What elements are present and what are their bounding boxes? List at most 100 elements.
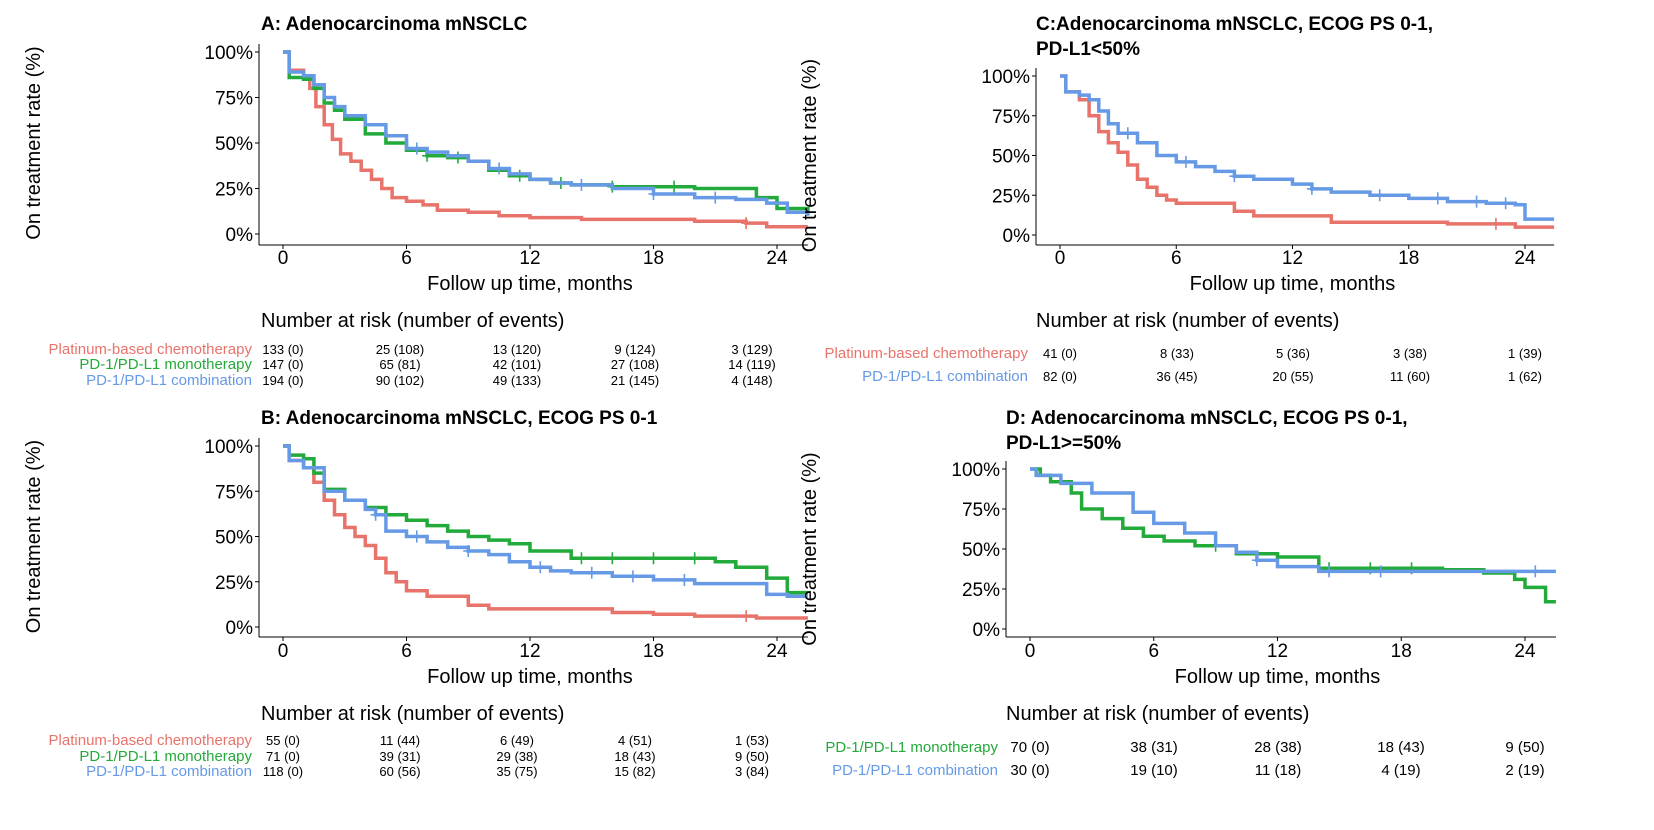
risk-cell: 18 (43) xyxy=(1377,739,1425,756)
x-tick-label: 18 xyxy=(643,248,664,269)
risk-cell: 25 (108) xyxy=(376,342,424,357)
risk-cell: 20 (55) xyxy=(1272,369,1313,384)
censor-mark-chemo xyxy=(741,610,752,623)
x-tick-label: 18 xyxy=(1398,248,1419,269)
risk-cell: 5 (36) xyxy=(1276,346,1310,361)
censor-mark-mono xyxy=(648,552,659,565)
risk-cell: 42 (101) xyxy=(493,357,541,372)
panel-c: C:Adenocarcinoma mNSCLC, ECOG PS 0-1, PD-… xyxy=(799,14,1555,385)
risk-cell: 194 (0) xyxy=(262,373,303,388)
censor-mark-combo xyxy=(411,530,422,543)
risk-row-label: PD-1/PD-L1 monotherapy xyxy=(79,356,252,373)
km-curve-mono xyxy=(1030,467,1556,604)
censor-mark-combo xyxy=(1306,182,1317,195)
risk-cell: 30 (0) xyxy=(1010,762,1049,779)
censor-mark-combo xyxy=(535,561,546,574)
km-curve-combo xyxy=(283,444,808,598)
risk-cell: 27 (108) xyxy=(611,357,659,372)
censor-mark-chemo xyxy=(741,217,752,230)
censor-mark-combo xyxy=(1229,170,1240,183)
km-curve-chemo xyxy=(283,444,808,620)
y-tick-label: 100% xyxy=(951,460,1000,481)
risk-cell: 4 (51) xyxy=(618,733,652,748)
censor-mark-combo xyxy=(370,508,381,521)
risk-row-label: Platinum-based chemotherapy xyxy=(49,732,253,749)
censor-mark-mono xyxy=(514,169,525,182)
y-tick-label: 100% xyxy=(981,67,1030,88)
censor-mark-combo xyxy=(1500,197,1511,210)
km-curve-combo xyxy=(283,50,810,216)
km-curve-mono xyxy=(283,50,810,213)
y-axis-label: On treatment rate (%) xyxy=(799,452,821,645)
risk-cell: 11 (18) xyxy=(1255,762,1301,779)
x-tick-label: 0 xyxy=(1025,641,1036,662)
censor-mark-chemo xyxy=(1490,217,1501,230)
risk-cell: 60 (56) xyxy=(379,764,420,779)
censor-mark-combo xyxy=(648,187,659,200)
y-tick-label: 75% xyxy=(962,500,1000,521)
censor-mark-combo xyxy=(1122,127,1133,140)
risk-cell: 118 (0) xyxy=(263,764,303,779)
risk-cell: 4 (148) xyxy=(731,373,772,388)
risk-cell: 18 (43) xyxy=(614,749,655,764)
censor-mark-combo xyxy=(411,142,422,155)
risk-cell: 49 (133) xyxy=(493,373,541,388)
km-curve-chemo xyxy=(1060,74,1555,229)
x-tick-label: 18 xyxy=(1391,641,1412,662)
km-curve-chemo xyxy=(283,50,808,229)
y-tick-label: 50% xyxy=(962,540,1000,561)
y-axis-label: On treatment rate (%) xyxy=(799,59,821,252)
risk-cell: 41 (0) xyxy=(1043,346,1077,361)
risk-row-label: PD-1/PD-L1 monotherapy xyxy=(825,739,998,756)
panel-title: PD-L1>=50% xyxy=(1006,433,1121,454)
risk-cell: 1 (62) xyxy=(1508,369,1542,384)
x-tick-label: 6 xyxy=(401,248,412,269)
risk-table-title: Number at risk (number of events) xyxy=(1006,703,1309,725)
censor-mark-mono xyxy=(452,151,463,164)
risk-cell: 35 (75) xyxy=(496,764,537,779)
censor-mark-combo xyxy=(1251,554,1262,567)
risk-cell: 15 (82) xyxy=(614,764,655,779)
censor-mark-combo xyxy=(1375,565,1386,578)
risk-cell: 90 (102) xyxy=(376,373,424,388)
km-curve-combo xyxy=(1030,467,1556,574)
y-tick-label: 75% xyxy=(992,107,1030,128)
censor-mark-combo xyxy=(1471,195,1482,208)
x-tick-label: 12 xyxy=(1282,248,1303,269)
y-tick-label: 50% xyxy=(215,134,253,155)
km-curve-combo xyxy=(1060,74,1555,221)
risk-cell: 65 (81) xyxy=(379,357,420,372)
risk-cell: 2 (19) xyxy=(1505,762,1544,779)
risk-cell: 9 (50) xyxy=(735,749,769,764)
risk-row-label: Platinum-based chemotherapy xyxy=(825,345,1029,362)
censor-mark-combo xyxy=(1530,565,1541,578)
x-axis-label: Follow up time, months xyxy=(1175,666,1381,688)
risk-row-label: PD-1/PD-L1 combination xyxy=(862,368,1028,385)
x-tick-label: 6 xyxy=(401,641,412,662)
y-tick-label: 0% xyxy=(973,620,1001,641)
censor-mark-mono xyxy=(689,552,700,565)
risk-row-label: PD-1/PD-L1 combination xyxy=(86,763,252,780)
panel-title: B: Adenocarcinoma mNSCLC, ECOG PS 0-1 xyxy=(261,408,658,429)
risk-cell: 11 (44) xyxy=(380,733,420,748)
censor-mark-combo xyxy=(1180,155,1191,168)
x-tick-label: 0 xyxy=(278,641,289,662)
risk-cell: 36 (45) xyxy=(1156,369,1197,384)
panel-title: A: Adenocarcinoma mNSCLC xyxy=(261,14,528,35)
risk-cell: 3 (84) xyxy=(735,764,769,779)
panel-title: C:Adenocarcinoma mNSCLC, ECOG PS 0-1, xyxy=(1036,14,1433,35)
panel-title: PD-L1<50% xyxy=(1036,39,1140,60)
x-tick-label: 6 xyxy=(1148,641,1159,662)
risk-cell: 29 (38) xyxy=(496,749,537,764)
risk-cell: 19 (10) xyxy=(1130,762,1178,779)
y-tick-label: 25% xyxy=(962,580,1000,601)
risk-cell: 70 (0) xyxy=(1010,739,1049,756)
censor-mark-combo xyxy=(1374,189,1385,202)
panel-a: A: Adenocarcinoma mNSCLC 0% 25% 50% 75% 100% 0… xyxy=(23,14,810,389)
risk-cell: 14 (119) xyxy=(728,357,775,372)
risk-cell: 3 (38) xyxy=(1393,346,1427,361)
y-tick-label: 0% xyxy=(226,618,254,639)
censor-mark-mono xyxy=(669,180,680,193)
risk-cell: 71 (0) xyxy=(266,749,300,764)
